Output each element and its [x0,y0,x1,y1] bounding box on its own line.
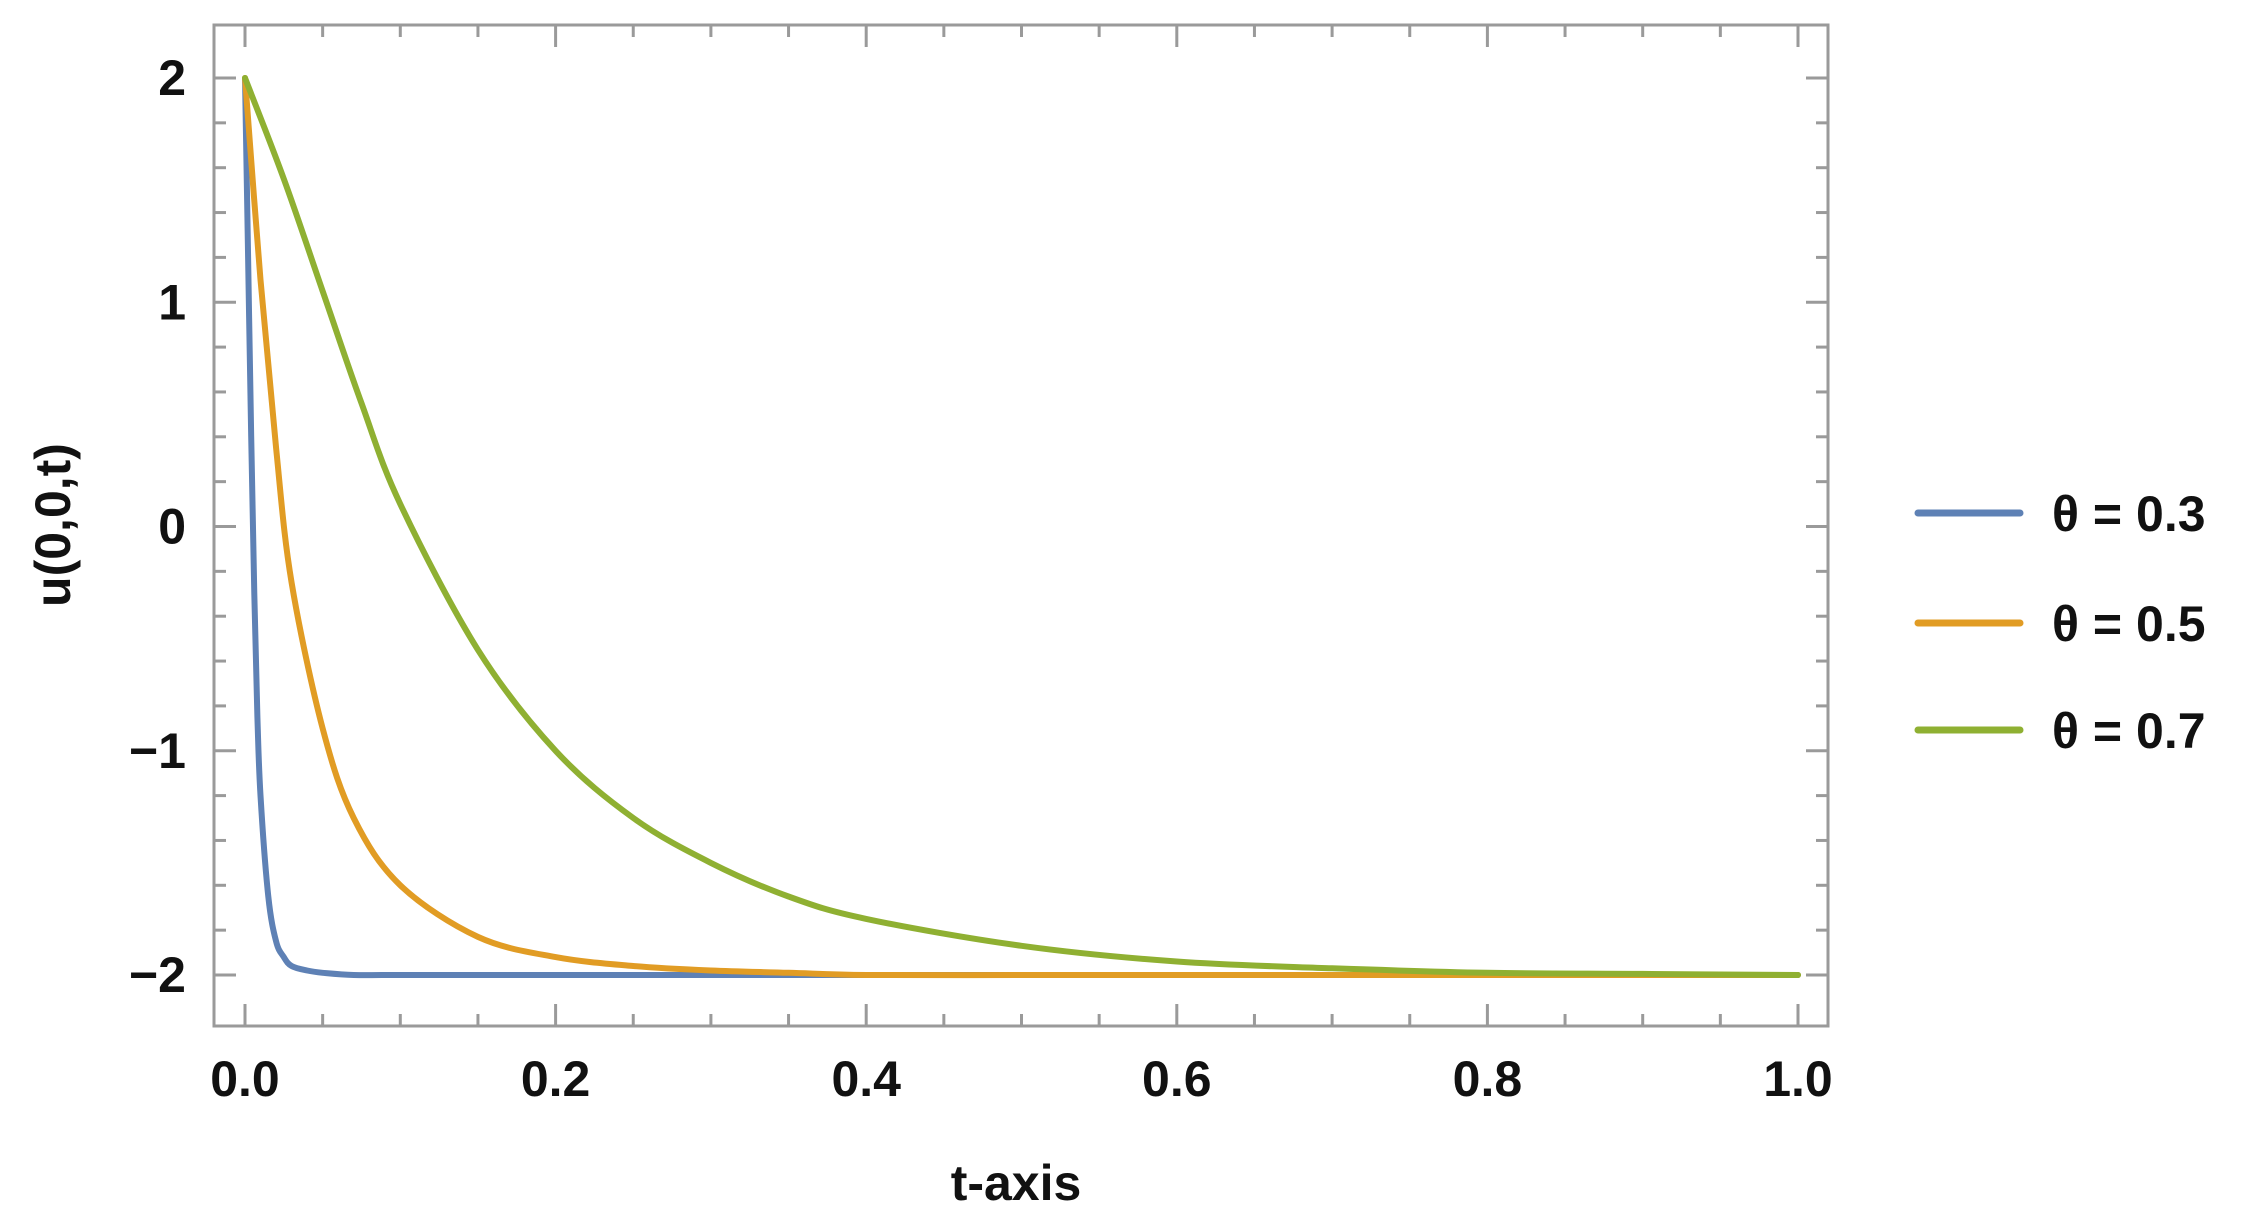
x-tick-label: 0.0 [210,1051,280,1107]
x-tick-label: 0.8 [1453,1051,1523,1107]
x-tick-label: 1.0 [1763,1051,1833,1107]
x-tick-label: 0.2 [521,1051,591,1107]
legend-label-1: θ = 0.3 [2052,486,2206,542]
series-line-1 [242,75,1801,979]
axis-ticks [214,25,1828,1026]
legend-label-3: θ = 0.7 [2052,703,2206,759]
y-tick-label: 1 [158,274,186,330]
y-tick-label: −2 [129,947,186,1003]
legend: θ = 0.3 θ = 0.5 θ = 0.7 [1914,486,2206,759]
plot-frame [212,23,1830,1028]
y-tick-label: 2 [158,50,186,106]
x-tick-label: 0.4 [831,1051,901,1107]
tick-labels: 0.0 0.2 0.4 0.6 0.8 1.0 −2 −1 0 1 2 [129,50,1833,1107]
y-axis-title: u(0,0,t) [25,443,81,607]
x-tick-label: 0.6 [1142,1051,1212,1107]
x-axis-title: t-axis [951,1155,1082,1211]
series-line-3 [242,75,1801,978]
y-tick-label: −1 [129,723,186,779]
y-tick-label: 0 [158,499,186,555]
series-line-2 [242,75,1801,979]
series-lines [242,75,1801,979]
legend-label-2: θ = 0.5 [2052,596,2206,652]
